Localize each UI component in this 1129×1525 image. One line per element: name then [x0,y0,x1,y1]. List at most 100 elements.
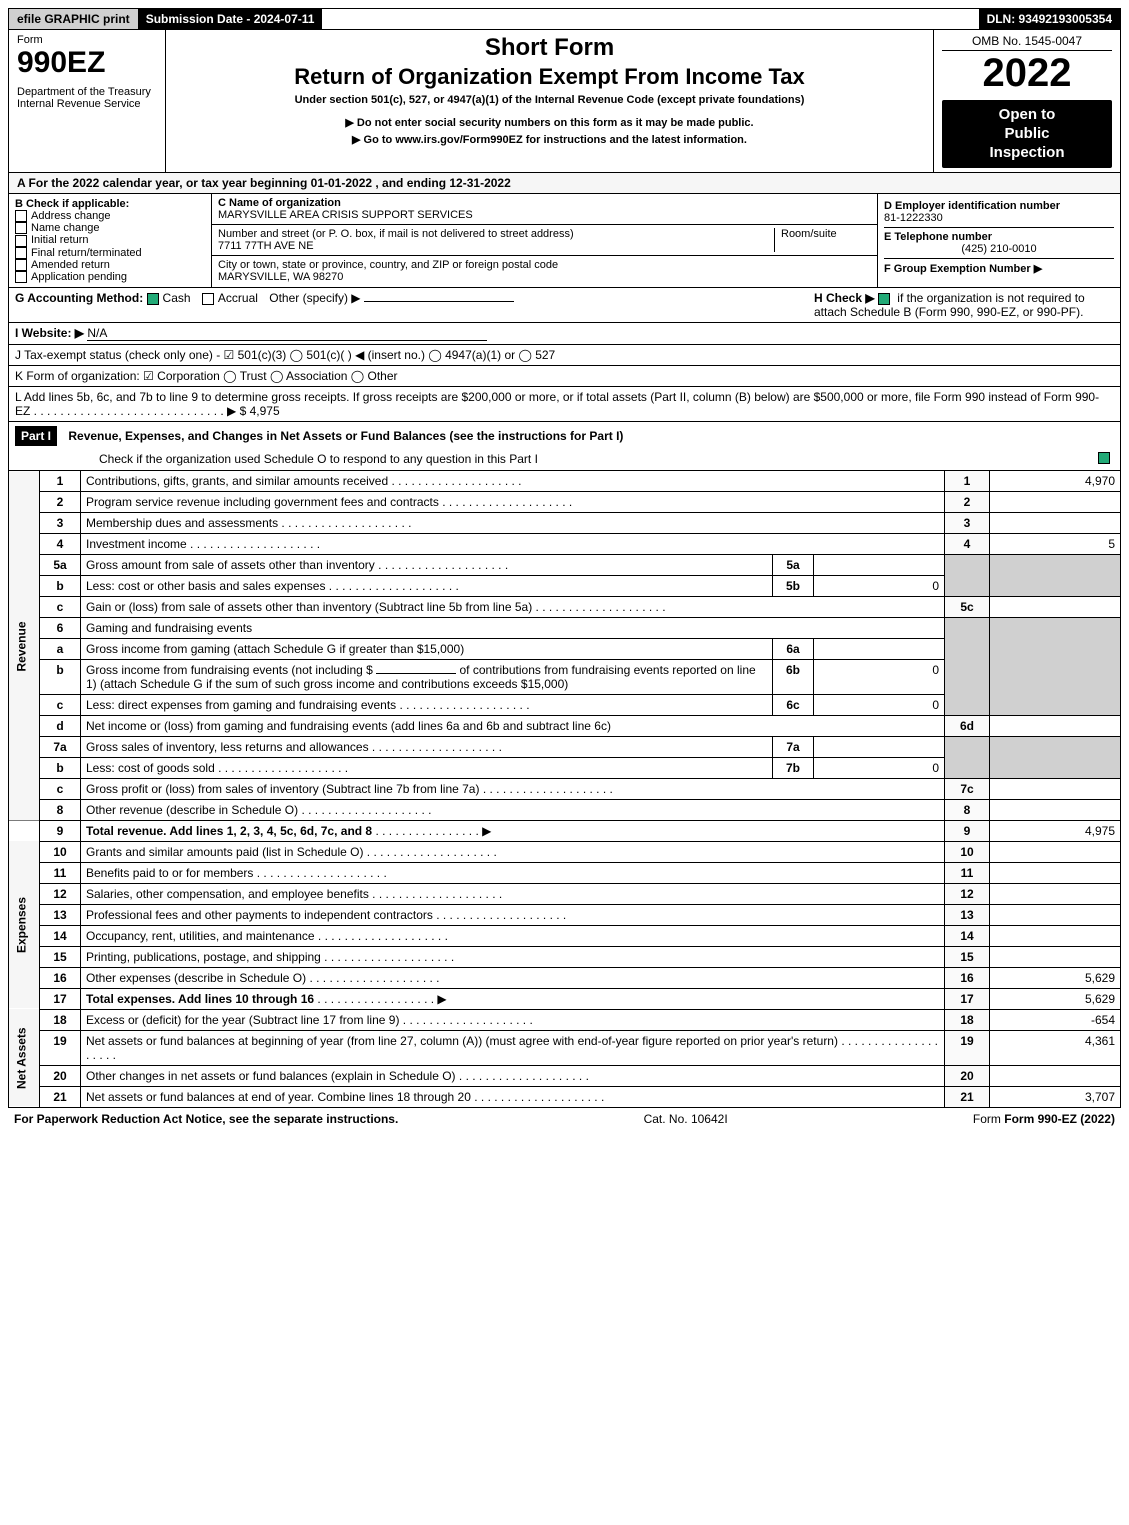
chk-cash[interactable] [147,293,159,305]
org-name: MARYSVILLE AREA CRISIS SUPPORT SERVICES [218,209,473,221]
line-9-amt: 4,975 [990,820,1121,841]
ssn-warning: ▶ Do not enter social security numbers o… [174,116,925,129]
shaded-cell [990,736,1121,778]
line-7b-amt: 0 [814,757,945,778]
c-name-label: C Name of organization [218,197,341,209]
sub-box: 5b [773,575,814,596]
line-box: 3 [945,512,990,533]
submission-date: Submission Date - 2024-07-11 [138,9,323,29]
header-right: OMB No. 1545-0047 2022 Open to Public In… [934,30,1120,172]
line-num: 14 [40,925,81,946]
line-15-amt [990,946,1121,967]
line-num: 12 [40,883,81,904]
line-6c-desc: Less: direct expenses from gaming and fu… [81,694,773,715]
chk-accrual[interactable] [202,293,214,305]
line-num: 20 [40,1065,81,1086]
line-6c-amt: 0 [814,694,945,715]
form-header: Form 990EZ Department of the Treasury In… [8,30,1121,173]
line-4-amt: 5 [990,533,1121,554]
line-num: 4 [40,533,81,554]
line-num: b [40,659,81,694]
contrib-input[interactable] [376,673,456,674]
group-exemption: F Group Exemption Number ▶ [884,259,1114,278]
line-5c-amt [990,596,1121,617]
line-8-desc: Other revenue (describe in Schedule O) [81,799,945,820]
l-text: L Add lines 5b, 6c, and 7b to line 9 to … [15,390,1099,418]
top-bar: efile GRAPHIC print Submission Date - 20… [8,8,1121,30]
open-line1: Open to [999,106,1056,123]
chk-schedule-o[interactable] [1098,452,1110,464]
line-7a-desc: Gross sales of inventory, less returns a… [81,736,773,757]
short-form-title: Short Form [174,34,925,62]
shaded-cell [945,617,990,715]
part1-header: Part I Revenue, Expenses, and Changes in… [8,422,1121,471]
line-num: c [40,596,81,617]
line-20-amt [990,1065,1121,1086]
line-12-amt [990,883,1121,904]
h-check: H Check ▶ if the organization is not req… [814,291,1114,319]
cash-label: Cash [163,291,191,305]
line-box: 17 [945,988,990,1009]
line-21-amt: 3,707 [990,1086,1121,1107]
website-label: I Website: ▶ [15,326,84,340]
chk-amended[interactable]: Amended return [15,259,205,271]
accounting-method: G Accounting Method: Cash Accrual Other … [15,291,814,319]
line-20-desc: Other changes in net assets or fund bala… [81,1065,945,1086]
line-box: 14 [945,925,990,946]
ein-value: 81-1222330 [884,212,943,224]
city-row: City or town, state or province, country… [212,256,877,286]
efile-print-button[interactable]: efile GRAPHIC print [9,9,138,29]
line-num: 8 [40,799,81,820]
line-num: 1 [40,471,81,492]
netassets-sidebar: Net Assets [9,1009,40,1107]
other-input[interactable] [364,301,514,302]
line-box: 18 [945,1009,990,1030]
goto-link[interactable]: ▶ Go to www.irs.gov/Form990EZ for instru… [174,133,925,146]
addr-value: 7711 77TH AVE NE [218,240,314,252]
under-section: Under section 501(c), 527, or 4947(a)(1)… [174,94,925,106]
ein-block: D Employer identification number 81-1222… [884,197,1114,228]
line-6d-amt [990,715,1121,736]
line-14-amt [990,925,1121,946]
sub-box: 6b [773,659,814,694]
line-2-desc: Program service revenue including govern… [81,491,945,512]
part1-label: Part I [15,426,57,446]
b-header: B Check if applicable: [15,198,205,210]
line-8-amt [990,799,1121,820]
chk-schedule-b[interactable] [878,293,890,305]
line-num: 21 [40,1086,81,1107]
chk-address-change[interactable]: Address change [15,210,205,222]
info-block: B Check if applicable: Address change Na… [8,194,1121,288]
other-label: Other (specify) ▶ [269,291,360,305]
line-box: 11 [945,862,990,883]
page-footer: For Paperwork Reduction Act Notice, see … [8,1108,1121,1130]
line-num: 13 [40,904,81,925]
sub-box: 6a [773,638,814,659]
shaded-cell [990,554,1121,596]
chk-pending[interactable]: Application pending [15,271,205,283]
line-10-desc: Grants and similar amounts paid (list in… [81,841,945,862]
expenses-sidebar: Expenses [9,841,40,1009]
line-box: 10 [945,841,990,862]
tel-block: E Telephone number (425) 210-0010 [884,228,1114,259]
h-label: H Check ▶ [814,291,875,305]
line-num: 19 [40,1030,81,1065]
addr-label: Number and street (or P. O. box, if mail… [218,228,574,240]
open-to-public: Open to Public Inspection [942,100,1112,168]
chk-initial-return[interactable]: Initial return [15,234,205,246]
header-center: Short Form Return of Organization Exempt… [166,30,934,172]
line-13-amt [990,904,1121,925]
chk-name-change[interactable]: Name change [15,222,205,234]
footer-right: Form Form 990-EZ (2022) [973,1112,1115,1126]
chk-final-return[interactable]: Final return/terminated [15,247,205,259]
grp-label: F Group Exemption Number ▶ [884,263,1042,275]
line-num: 7a [40,736,81,757]
accrual-label: Accrual [218,291,258,305]
city-label: City or town, state or province, country… [218,259,558,271]
form-of-org: K Form of organization: ☑ Corporation ◯ … [8,366,1121,387]
line-box: 1 [945,471,990,492]
address-row: Number and street (or P. O. box, if mail… [212,225,877,256]
irs-label: Internal Revenue Service [17,98,157,110]
line-6a-amt [814,638,945,659]
line-box: 19 [945,1030,990,1065]
